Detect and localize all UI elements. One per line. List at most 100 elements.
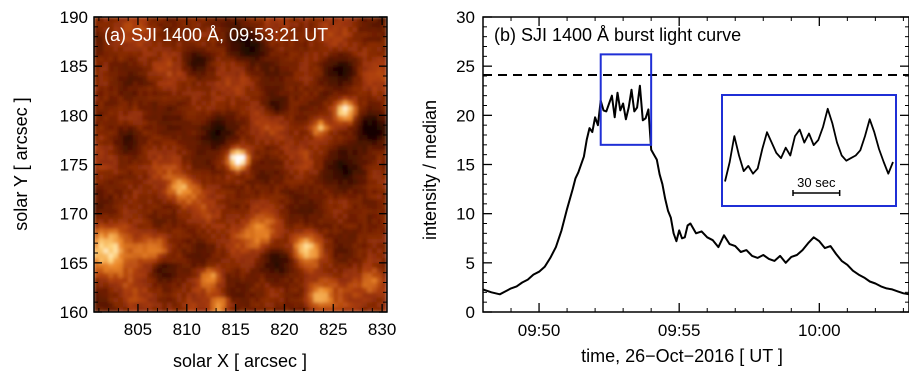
sji-pixel	[254, 223, 261, 229]
sji-pixel	[372, 247, 378, 254]
sji-pixel	[298, 124, 305, 131]
sji-pixel	[352, 31, 358, 37]
sji-pixel	[118, 85, 124, 92]
sji-pixel	[240, 41, 246, 47]
sji-pixel	[308, 154, 315, 160]
sji-pixel	[206, 90, 212, 96]
sji-pixel	[157, 110, 163, 116]
sji-pixel	[308, 228, 315, 234]
sji-pixel	[127, 144, 134, 151]
sji-pixel	[279, 149, 285, 155]
sji-pixel	[259, 60, 266, 67]
sji-pixel	[313, 90, 319, 96]
sji-pixel	[289, 90, 295, 96]
sji-pixel	[318, 169, 324, 175]
sji-pixel	[147, 164, 153, 170]
sji-pixel	[303, 51, 310, 57]
sji-pixel	[176, 262, 183, 269]
sji-pixel	[196, 90, 202, 96]
sji-pixel	[347, 247, 354, 254]
sji-pixel	[337, 115, 344, 121]
sji-pixel	[147, 159, 153, 165]
sji-pixel	[137, 124, 144, 131]
sji-pixel	[215, 31, 222, 37]
sji-pixel	[284, 292, 290, 298]
sji-pixel	[137, 85, 144, 92]
sji-pixel	[186, 36, 192, 42]
sji-pixel	[127, 100, 134, 106]
sji-pixel	[103, 193, 109, 200]
sji-pixel	[147, 218, 153, 224]
sji-pixel	[171, 272, 178, 278]
sji-pixel	[132, 223, 139, 229]
sji-pixel	[215, 110, 222, 116]
sji-pixel	[230, 262, 236, 269]
sji-pixel	[235, 301, 241, 308]
sji-pixel	[342, 282, 349, 288]
sji-pixel	[381, 154, 387, 160]
sji-pixel	[166, 272, 173, 278]
sji-pixel	[289, 213, 295, 219]
sji-pixel	[171, 36, 178, 42]
sji-pixel	[328, 26, 334, 33]
sji-pixel	[372, 208, 378, 214]
sji-pixel	[201, 75, 207, 82]
sji-pixel	[210, 242, 217, 249]
sji-pixel	[142, 237, 149, 244]
sji-pixel	[186, 75, 192, 82]
sji-pixel	[337, 75, 344, 82]
sji-pixel	[284, 36, 290, 42]
sji-pixel	[376, 17, 383, 23]
sji-pixel	[342, 85, 349, 92]
sji-pixel	[372, 169, 378, 175]
sji-pixel	[127, 124, 134, 131]
sji-pixel	[118, 247, 124, 254]
sji-pixel	[357, 218, 363, 224]
sji-pixel	[137, 17, 144, 23]
sji-pixel	[113, 119, 119, 126]
sji-pixel	[274, 252, 280, 259]
sji-pixel	[352, 124, 358, 131]
sji-pixel	[240, 292, 246, 298]
sji-pixel	[235, 56, 241, 62]
sji-pixel	[328, 208, 334, 214]
sji-pixel	[372, 110, 378, 116]
sji-pixel	[113, 134, 119, 141]
sji-pixel	[240, 134, 246, 141]
sji-pixel	[108, 208, 114, 214]
sji-pixel	[181, 247, 188, 254]
sji-pixel	[152, 60, 158, 67]
sji-pixel	[225, 267, 232, 273]
sji-pixel	[381, 26, 387, 33]
sji-pixel	[318, 164, 324, 170]
sji-pixel	[142, 277, 149, 283]
sji-pixel	[293, 208, 300, 214]
sji-pixel	[372, 183, 378, 190]
sji-pixel	[176, 203, 183, 210]
sji-pixel	[171, 105, 178, 111]
sji-pixel	[352, 26, 358, 33]
sji-pixel	[113, 80, 119, 87]
sji-pixel	[171, 301, 178, 308]
sji-pixel	[357, 36, 363, 42]
sji-pixel	[381, 36, 387, 42]
sji-pixel	[362, 119, 368, 126]
sji-pixel	[108, 149, 114, 155]
sji-pixel	[249, 134, 256, 141]
sji-pixel	[127, 247, 134, 254]
sji-pixel	[196, 139, 202, 146]
sji-pixel	[152, 164, 158, 170]
sji-pixel	[94, 41, 100, 47]
sji-pixel	[259, 282, 266, 288]
sji-pixel	[196, 292, 202, 298]
sji-pixel	[357, 115, 363, 121]
sji-pixel	[186, 119, 192, 126]
sji-pixel	[337, 252, 344, 259]
sji-pixel	[210, 218, 217, 224]
sji-pixel	[347, 159, 354, 165]
sji-pixel	[132, 60, 139, 67]
sji-pixel	[98, 17, 105, 23]
sji-pixel	[132, 154, 139, 160]
sji-pixel	[328, 213, 334, 219]
sji-pixel	[230, 41, 236, 47]
